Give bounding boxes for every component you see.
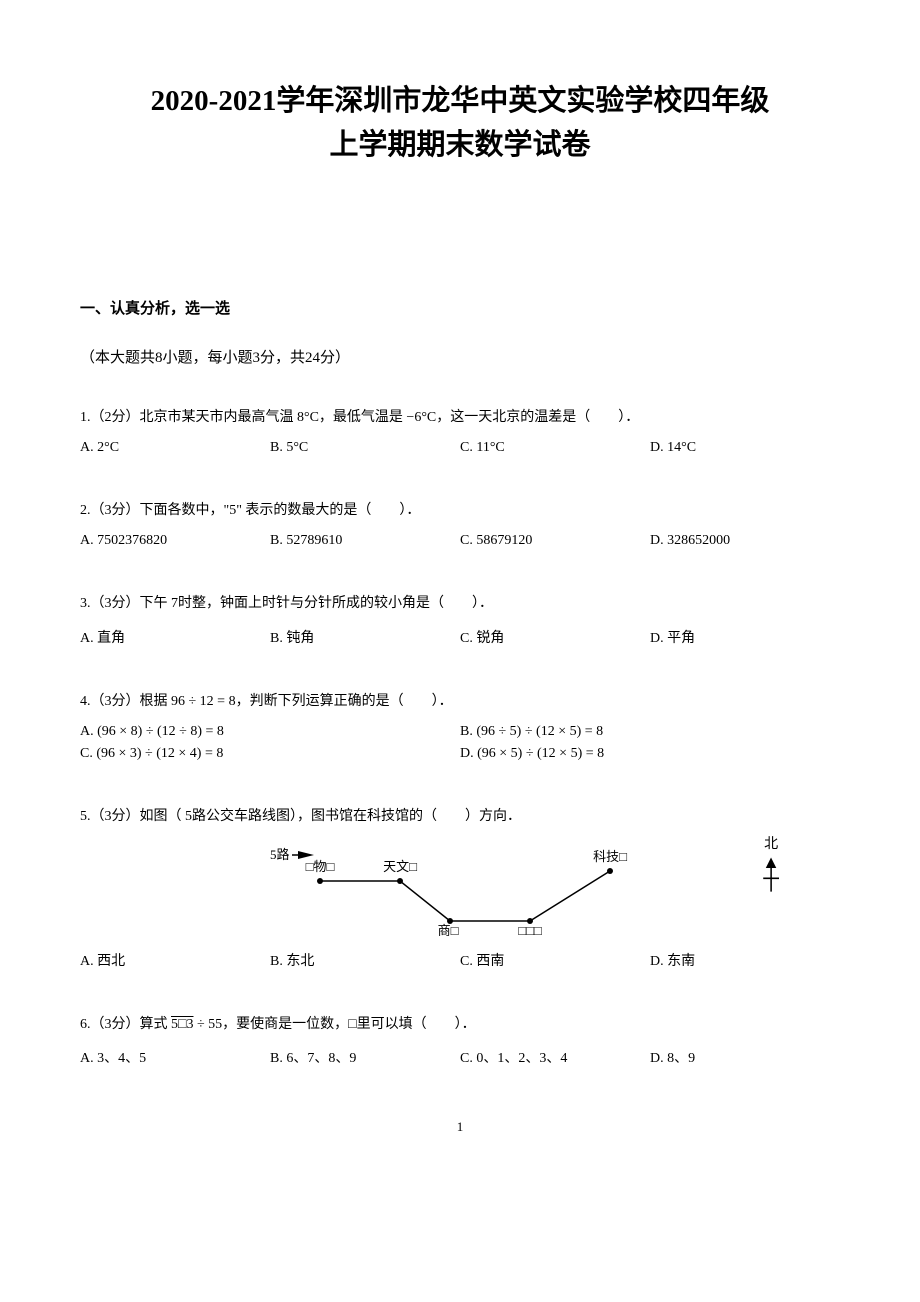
question-1-option-a: A. 2°C <box>80 440 270 456</box>
title-line-2: 上学期期末数学试卷 <box>329 129 590 161</box>
compass-label: 北 <box>762 833 780 853</box>
question-3-option-c: C. 锐角 <box>460 627 650 647</box>
stop-1-dot <box>317 878 323 884</box>
question-5-stem: 5.（3分）如图（ 5路公交车路线图），图书馆在科技馆的（ ）方向． <box>80 804 840 829</box>
question-6-option-c: C. 0、1、2、3、4 <box>460 1047 650 1067</box>
question-4-option-c: C. (96 × 3) ÷ (12 × 4) = 8 <box>80 746 460 762</box>
page-number: 1 <box>80 1119 840 1135</box>
question-4: 4.（3分）根据 96 ÷ 12 = 8，判断下列运算正确的是（ ）． A. (… <box>80 689 840 768</box>
route-label: 5路 <box>270 847 290 862</box>
question-1-option-b: B. 5°C <box>270 440 460 456</box>
question-3-option-d: D. 平角 <box>650 627 840 647</box>
question-6-options: A. 3、4、5 B. 6、7、8、9 C. 0、1、2、3、4 D. 8、9 <box>80 1047 840 1073</box>
question-2-stem: 2.（3分）下面各数中，"5" 表示的数最大的是（ ）． <box>80 498 840 523</box>
section-header: 一、认真分析，选一选 <box>80 297 840 318</box>
question-1-option-c: C. 11°C <box>460 440 650 456</box>
question-5-option-a: A. 西北 <box>80 950 270 970</box>
question-5-option-b: B. 东北 <box>270 950 460 970</box>
question-5-option-d: D. 东南 <box>650 950 840 970</box>
question-6-option-b: B. 6、7、8、9 <box>270 1047 460 1067</box>
question-4-stem: 4.（3分）根据 96 ÷ 12 = 8，判断下列运算正确的是（ ）． <box>80 689 840 714</box>
section-note: （本大题共8小题，每小题3分，共24分） <box>80 346 840 367</box>
question-1-option-d: D. 14°C <box>650 440 840 456</box>
compass-cross-icon: ┼ <box>762 871 780 884</box>
question-1: 1.（2分）北京市某天市内最高气温 8°C，最低气温是 −6°C，这一天北京的温… <box>80 405 840 462</box>
question-3-option-a: A. 直角 <box>80 627 270 647</box>
question-6: 6.（3分）算式 5□3 ÷ 55，要使商是一位数，□里可以填（ ）． A. 3… <box>80 1012 840 1073</box>
stop-2-label: 天文□ <box>383 859 417 874</box>
stop-5-label: 科技□ <box>593 849 627 864</box>
question-5-option-c: C. 西南 <box>460 950 650 970</box>
stop-1-label: □物□ <box>306 859 335 874</box>
stop-4-label: □□□ <box>518 923 542 936</box>
stop-2-dot <box>397 878 403 884</box>
question-6-stem: 6.（3分）算式 5□3 ÷ 55，要使商是一位数，□里可以填（ ）． <box>80 1012 840 1037</box>
title-line-1: 2020-2021学年深圳市龙华中英文实验学校四年级 <box>151 85 770 117</box>
question-5: 5.（3分）如图（ 5路公交车路线图），图书馆在科技馆的（ ）方向． 5路 □物… <box>80 804 840 976</box>
question-6-option-a: A. 3、4、5 <box>80 1047 270 1067</box>
question-3-options: A. 直角 B. 钝角 C. 锐角 D. 平角 <box>80 627 840 653</box>
question-4-option-b: B. (96 ÷ 5) ÷ (12 × 5) = 8 <box>460 724 840 740</box>
compass-icon: 北 ▲ ┼ <box>762 833 780 884</box>
bus-route-diagram: 5路 □物□ 天文□ 商□ □□□ 科技□ 北 ▲ ┼ <box>80 841 840 936</box>
question-2: 2.（3分）下面各数中，"5" 表示的数最大的是（ ）． A. 75023768… <box>80 498 840 555</box>
stop-3-label: 商□ <box>438 923 459 936</box>
question-2-option-a: A. 7502376820 <box>80 533 270 549</box>
overline-expr: 5□3 <box>171 1017 193 1032</box>
question-4-option-d: D. (96 × 5) ÷ (12 × 5) = 8 <box>460 746 840 762</box>
question-6-option-d: D. 8、9 <box>650 1047 840 1067</box>
question-2-option-c: C. 58679120 <box>460 533 650 549</box>
question-3: 3.（3分）下午 7时整，钟面上时针与分针所成的较小角是（ ）． A. 直角 B… <box>80 591 840 652</box>
question-2-option-d: D. 328652000 <box>650 533 840 549</box>
question-5-options: A. 西北 B. 东北 C. 西南 D. 东南 <box>80 950 840 976</box>
route-svg: 5路 □物□ 天文□ 商□ □□□ 科技□ <box>240 841 680 936</box>
question-1-stem: 1.（2分）北京市某天市内最高气温 8°C，最低气温是 −6°C，这一天北京的温… <box>80 405 840 430</box>
route-line <box>320 871 610 921</box>
question-4-options: A. (96 × 8) ÷ (12 ÷ 8) = 8 B. (96 ÷ 5) ÷… <box>80 724 840 768</box>
stop-5-dot <box>607 868 613 874</box>
question-3-stem: 3.（3分）下午 7时整，钟面上时针与分针所成的较小角是（ ）． <box>80 591 840 616</box>
question-4-option-a: A. (96 × 8) ÷ (12 ÷ 8) = 8 <box>80 724 460 740</box>
question-3-option-b: B. 钝角 <box>270 627 460 647</box>
question-2-options: A. 7502376820 B. 52789610 C. 58679120 D.… <box>80 533 840 555</box>
route-arrow-icon <box>298 851 314 859</box>
question-2-option-b: B. 52789610 <box>270 533 460 549</box>
page-title: 2020-2021学年深圳市龙华中英文实验学校四年级 上学期期末数学试卷 <box>80 80 840 167</box>
question-1-options: A. 2°C B. 5°C C. 11°C D. 14°C <box>80 440 840 462</box>
